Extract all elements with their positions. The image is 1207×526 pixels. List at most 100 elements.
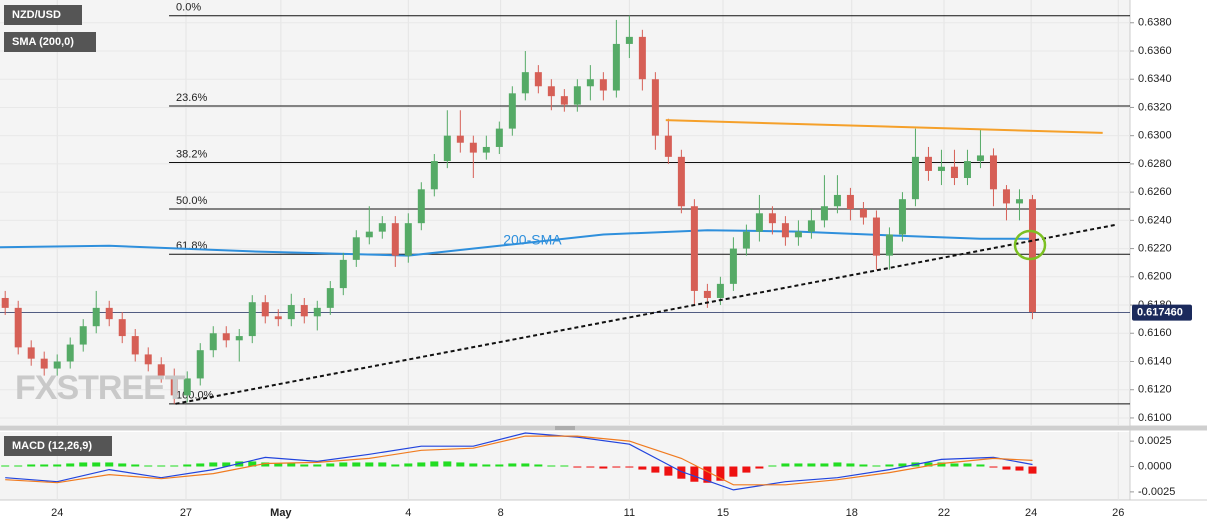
symbol-label: NZD/USD	[12, 9, 61, 21]
y-tick-label: 0.6340	[1138, 73, 1172, 85]
candle-body	[131, 336, 139, 355]
candle-body	[677, 156, 685, 207]
macd-bar	[820, 463, 829, 467]
macd-bar	[391, 464, 400, 467]
x-tick-label: 4	[405, 507, 411, 519]
macd-bar	[417, 462, 426, 467]
macd-bar	[313, 464, 322, 467]
macd-bar	[781, 463, 790, 467]
candle-body	[14, 307, 22, 348]
macd-bar	[1015, 466, 1024, 471]
candle-body	[911, 156, 919, 200]
macd-bar	[495, 464, 504, 467]
label-box	[4, 436, 112, 456]
macd-bar	[664, 466, 673, 476]
candle-body	[456, 135, 464, 143]
candle-body	[27, 347, 35, 359]
candle-body	[170, 375, 178, 396]
label-box	[4, 5, 82, 25]
candle-body	[274, 316, 282, 320]
macd-bar	[859, 464, 868, 467]
macd-bar	[469, 463, 478, 467]
macd-bar	[443, 461, 452, 467]
trendline	[175, 223, 1118, 405]
macd-bar	[131, 464, 140, 467]
candle-body	[898, 199, 906, 235]
macd-bar	[898, 463, 907, 467]
macd-bar	[638, 466, 647, 470]
macd-label: MACD (12,26,9)	[12, 440, 92, 452]
candle-body	[612, 43, 620, 91]
macd-bar	[40, 464, 49, 467]
candle-body	[807, 220, 815, 232]
candle-body	[495, 128, 503, 147]
macd-bar	[196, 463, 205, 467]
candle-body	[222, 333, 230, 341]
candle-body	[859, 209, 867, 218]
macd-bar	[261, 462, 270, 467]
macd-bar	[326, 463, 335, 467]
macd-bar	[1, 465, 10, 467]
macd-bar	[482, 464, 491, 467]
candle-body	[1028, 199, 1036, 313]
y-tick-label: 0.6380	[1138, 17, 1172, 29]
watermark: FXSTREET	[15, 369, 186, 407]
macd-bar	[274, 463, 283, 467]
y-tick-label: 0.6140	[1138, 355, 1172, 367]
candle-body	[937, 166, 945, 171]
x-tick-label: 24	[51, 507, 63, 519]
label-box	[4, 32, 96, 52]
candle-body	[976, 155, 984, 162]
candle-body	[989, 155, 997, 190]
candle-body	[1015, 199, 1023, 204]
price-label: 0.617460	[1137, 307, 1183, 319]
macd-bar	[989, 466, 998, 468]
candle-body	[144, 354, 152, 365]
candle-body	[833, 194, 841, 207]
candle-body	[300, 305, 308, 317]
macd-bar	[352, 462, 361, 467]
candle-body	[638, 36, 646, 80]
macd-bar	[872, 465, 881, 467]
macd-bar	[287, 463, 296, 467]
y-tick-label: 0.6300	[1138, 130, 1172, 142]
price-panel	[0, 0, 1130, 425]
candle-body	[79, 326, 87, 345]
macd-bar	[573, 466, 582, 468]
macd-bar	[14, 465, 23, 467]
y-tick-label: 0.6200	[1138, 271, 1172, 283]
macd-bar	[625, 466, 634, 468]
macd-bar	[53, 464, 62, 467]
macd-bar	[651, 466, 660, 473]
candle-body	[820, 206, 828, 221]
macd-bar	[66, 463, 75, 467]
candle-body	[66, 344, 74, 362]
macd-bar	[534, 464, 543, 467]
plot-layer: 24 27 May 4 8 11 15 18 22 24 26 0.6100 0.6120 0.6140 0…	[0, 0, 1192, 519]
candle-body	[391, 223, 399, 256]
candle-body	[378, 223, 386, 232]
macd-bar	[729, 466, 738, 477]
indicator-label: SMA (200,0)	[12, 36, 74, 48]
y-tick-label: 0.6280	[1138, 158, 1172, 170]
macd-bar	[1028, 466, 1037, 474]
macd-bar	[963, 463, 972, 467]
macd-bar	[92, 462, 101, 467]
y-tick-label: 0.0000	[1138, 460, 1172, 472]
macd-bar	[79, 462, 88, 467]
x-tick-label: 18	[846, 507, 858, 519]
macd-bar	[937, 462, 946, 467]
macd-bar	[430, 461, 439, 467]
macd-bar	[716, 466, 725, 481]
y-tick-label: 0.6120	[1138, 384, 1172, 396]
macd-line	[5, 435, 1033, 486]
candle-body	[586, 79, 594, 87]
x-tick-label: 22	[938, 507, 950, 519]
macd-bar	[1002, 466, 1011, 470]
candle-body	[768, 213, 776, 224]
candle-body	[157, 364, 165, 376]
candle-body	[92, 307, 100, 327]
macd-bar	[144, 465, 153, 467]
candle-body	[599, 79, 607, 91]
